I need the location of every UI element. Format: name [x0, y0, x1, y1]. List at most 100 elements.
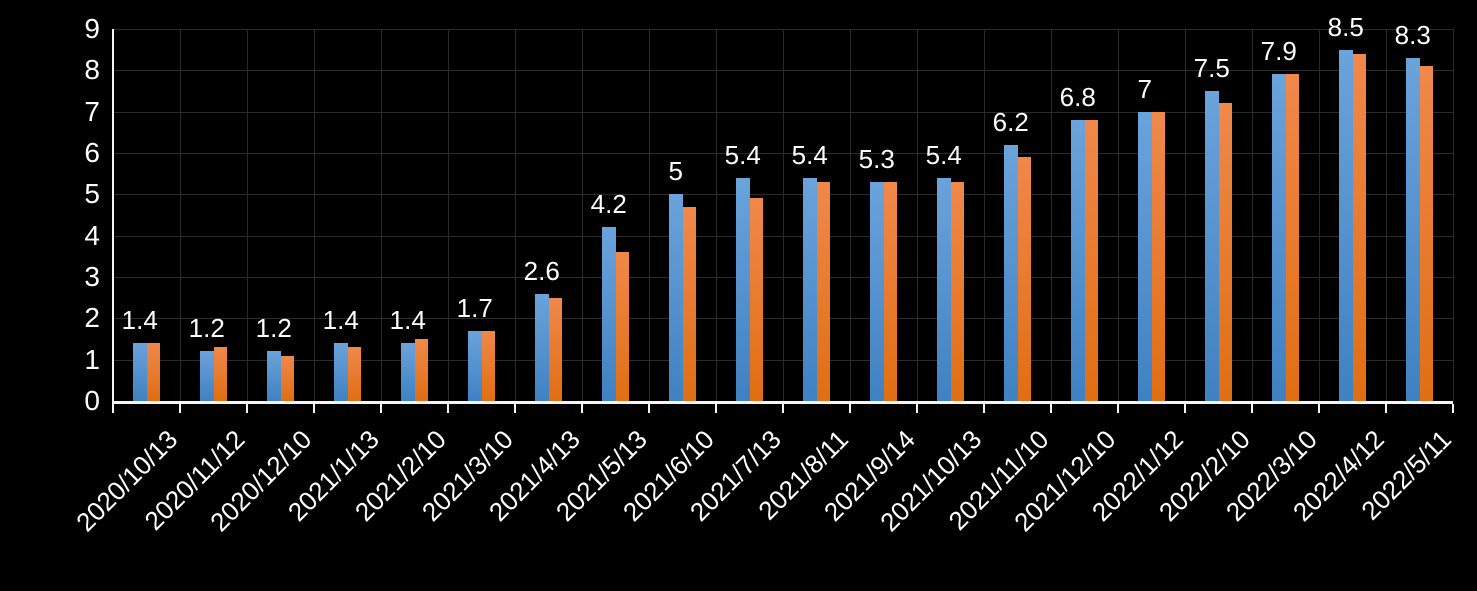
gridline-vertical: [514, 29, 516, 401]
x-axis-tick: [112, 403, 114, 413]
series-1-blue-bar: [803, 177, 817, 401]
series-1-blue-bar: [1406, 57, 1420, 401]
y-axis-tick-label: 4: [84, 219, 100, 251]
data-label: 6.8: [1059, 81, 1096, 112]
x-axis-tick: [1385, 403, 1387, 413]
series-2-orange-bar: [1419, 66, 1433, 401]
series-1-blue-bar: [937, 177, 951, 401]
series-2-orange-bar: [347, 347, 361, 401]
data-label: 2.6: [523, 255, 560, 286]
gridline-vertical: [782, 29, 784, 401]
series-1-blue-bar: [1205, 91, 1219, 401]
x-axis-tick: [715, 403, 717, 413]
y-axis-tick-label: 9: [84, 13, 100, 44]
data-label: 1.4: [389, 305, 426, 336]
y-axis-tick-label: 1: [84, 343, 100, 375]
series-2-orange-bar: [682, 206, 696, 401]
y-axis-line: [111, 29, 114, 404]
gridline-vertical: [1050, 29, 1052, 401]
series-1-blue-bar: [736, 177, 750, 401]
x-axis-tick: [179, 403, 181, 413]
series-2-orange-bar: [615, 252, 629, 401]
series-2-orange-bar: [481, 330, 495, 401]
x-axis-tick: [1117, 403, 1119, 413]
gridline-vertical: [1184, 29, 1186, 401]
gridline-vertical: [983, 29, 985, 401]
data-label: 8.3: [1394, 19, 1431, 50]
x-axis-tick: [1050, 403, 1052, 413]
x-axis-tick: [648, 403, 650, 413]
gridline-vertical: [179, 29, 181, 401]
series-1-blue-bar: [1071, 119, 1085, 401]
series-2-orange-bar: [414, 339, 428, 401]
x-axis-tick: [581, 403, 583, 413]
series-2-orange-bar: [1352, 53, 1366, 401]
gridline-vertical: [447, 29, 449, 401]
data-label: 5.4: [724, 139, 761, 170]
series-2-orange-bar: [950, 181, 964, 401]
data-label: 1.2: [255, 313, 292, 344]
gridline-vertical: [648, 29, 650, 401]
data-label: 7.5: [1193, 53, 1230, 83]
series-1-blue-bar: [200, 351, 214, 401]
series-1-blue-bar: [870, 181, 884, 401]
data-label: 8.5: [1327, 11, 1364, 42]
gridline-vertical: [1452, 29, 1454, 401]
series-1-blue-bar: [669, 194, 683, 401]
x-axis-tick: [1184, 403, 1186, 413]
x-axis-tick: [1318, 403, 1320, 413]
series-2-orange-bar: [280, 355, 294, 401]
x-axis-tick: [916, 403, 918, 413]
y-axis-tick-label: 5: [84, 178, 100, 210]
gridline-vertical: [715, 29, 717, 401]
data-label: 1.4: [121, 305, 158, 336]
gridline-vertical: [313, 29, 315, 401]
x-axis-tick: [782, 403, 784, 413]
series-2-orange-bar: [1218, 103, 1232, 401]
data-label: 5: [668, 156, 683, 187]
series-2-orange-bar: [213, 347, 227, 401]
series-2-orange-bar: [1084, 119, 1098, 401]
series-2-orange-bar: [1151, 111, 1165, 401]
x-axis-tick: [1452, 403, 1454, 413]
series-2-orange-bar: [1017, 157, 1031, 401]
series-1-blue-bar: [133, 343, 147, 401]
gridline-vertical: [916, 29, 918, 401]
data-label: 1.4: [322, 305, 359, 336]
gridline-vertical: [1251, 29, 1253, 401]
series-1-blue-bar: [1138, 111, 1152, 401]
series-1-blue-bar: [334, 343, 348, 401]
gridline-vertical: [581, 29, 583, 401]
series-2-orange-bar: [1285, 74, 1299, 401]
x-axis-tick: [1251, 403, 1253, 413]
data-label: 5.4: [791, 139, 828, 170]
gridline-vertical: [1385, 29, 1387, 401]
y-axis-tick-label: 6: [84, 137, 100, 168]
series-2-orange-bar: [548, 297, 562, 401]
series-2-orange-bar: [883, 181, 897, 401]
x-axis-tick: [514, 403, 516, 413]
series-2-orange-bar: [816, 181, 830, 401]
x-axis-line: [111, 401, 1453, 404]
series-1-blue-bar: [1004, 144, 1018, 401]
data-label: 1.7: [456, 292, 493, 323]
data-label: 1.2: [188, 313, 225, 344]
x-axis-tick: [849, 403, 851, 413]
x-axis-tick: [983, 403, 985, 413]
series-1-blue-bar: [401, 343, 415, 401]
x-axis-tick: [246, 403, 248, 413]
gridline-vertical: [1117, 29, 1119, 401]
gridline-vertical: [849, 29, 851, 401]
series-1-blue-bar: [1272, 74, 1286, 401]
series-1-blue-bar: [602, 227, 616, 401]
x-axis-tick: [313, 403, 315, 413]
data-label: 7: [1137, 73, 1152, 104]
gridline-vertical: [380, 29, 382, 401]
series-1-blue-bar: [535, 293, 549, 401]
x-axis-tick: [380, 403, 382, 413]
data-label: 5.3: [858, 143, 895, 174]
series-1-blue-bar: [267, 351, 281, 401]
data-label: 5.4: [925, 139, 962, 170]
series-1-blue-bar: [1339, 49, 1353, 401]
